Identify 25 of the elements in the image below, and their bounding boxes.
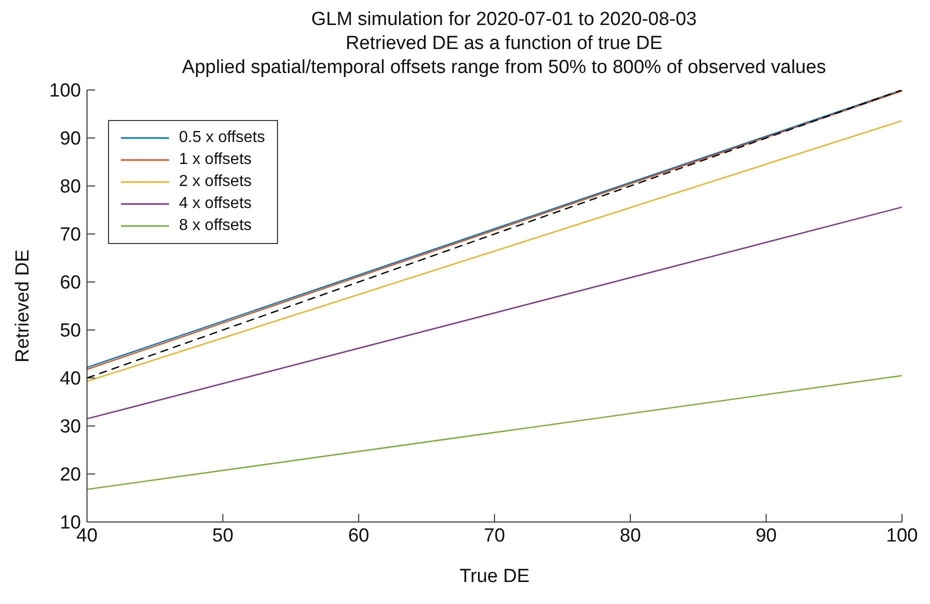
y-axis-title: Retrieved DE [12, 250, 34, 362]
legend-label: 1 x offsets [179, 150, 252, 170]
y-tick-label: 90 [60, 128, 81, 150]
y-tick-label: 40 [60, 368, 81, 390]
y-tick-label: 80 [60, 176, 81, 198]
x-tick-label: 60 [348, 525, 370, 546]
legend-label: 4 x offsets [179, 194, 252, 214]
legend-label: 0.5 x offsets [179, 128, 265, 148]
chart-title: GLM simulation for 2020-07-01 to 2020-08-03 [310, 8, 698, 32]
y-tick-label: 30 [60, 416, 81, 438]
text: Applied spatial/temporal offsets range from 50% to 800% of observed values [181, 56, 827, 80]
legend-label: 8 x offsets [179, 216, 252, 236]
x-tick-label: 80 [620, 525, 641, 546]
y-tick-label: 60 [60, 272, 81, 294]
chart-subtitle: Retrieved DE as a function of true DE [344, 32, 664, 56]
x-axis-title: True DE [459, 566, 530, 587]
legend-label: 2 x offsets [179, 172, 252, 192]
x-tick-label: 50 [212, 525, 234, 546]
y-tick-label: 20 [60, 464, 81, 486]
x-tick-label: 100 [886, 525, 918, 546]
y-tick-label: 50 [60, 320, 81, 342]
y-tick-label: 100 [49, 80, 81, 102]
x-tick-label: 90 [756, 525, 777, 546]
y-tick-label: 70 [60, 224, 81, 246]
x-tick-label: 70 [484, 525, 506, 546]
